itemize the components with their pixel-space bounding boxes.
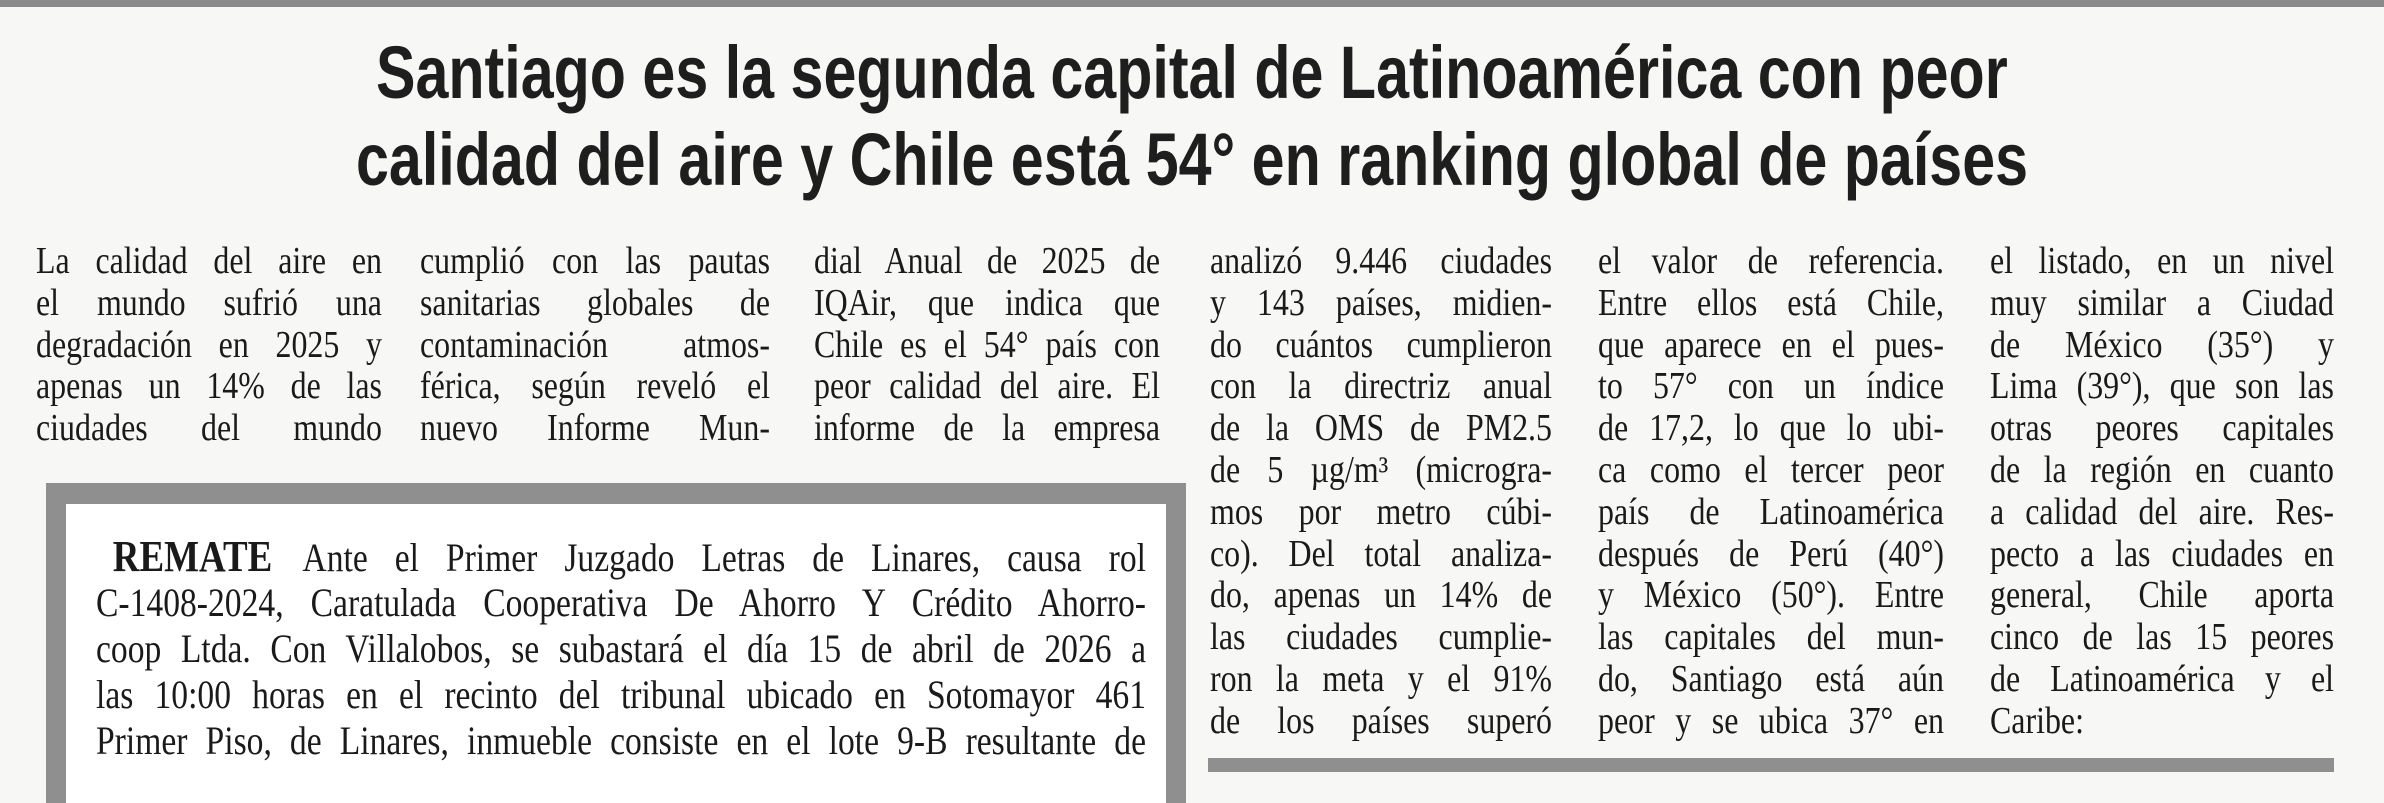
article-line: general, Chile aporta — [1990, 574, 2334, 617]
article-line: pecto a las ciudades en — [1990, 532, 2334, 575]
article-line: do, Santiago está aún — [1598, 657, 1944, 700]
article-line: do, apenas un 14% de — [1210, 574, 1552, 617]
remate-text: REMATE Ante el Primer Juzgado Letras de … — [96, 534, 1346, 764]
article-line: Caribe: — [1990, 699, 2084, 742]
article-line: informe de la empresa — [814, 407, 1160, 450]
article-line: país de Latinoamérica — [1598, 490, 1944, 533]
article-column-4: analizó 9.446 ciudades y 143 países, midi… — [1210, 240, 1617, 743]
article-line: a calidad del aire. Res- — [1990, 490, 2334, 533]
article-line: que aparece en el pues- — [1598, 323, 1944, 366]
remate-line: Primer Piso, de Linares, inmueble consis… — [96, 718, 1146, 763]
article-line: contaminación atmos- — [420, 323, 770, 366]
article-column-1: La calidad del aire en el mundo sufrió un… — [36, 240, 448, 450]
article-line: de 17,2, lo que lo ubi- — [1598, 407, 1944, 450]
article-line: ciudades del mundo — [36, 407, 382, 450]
article-line: de los países superó — [1210, 699, 1552, 742]
article-line: de la OMS de PM2.5 — [1210, 407, 1552, 450]
article-line: las capitales del mun- — [1598, 616, 1944, 659]
article-line: peor calidad del aire. El — [814, 365, 1160, 408]
article-column-6: el listado, en un nivel muy similar a Ciu… — [1990, 240, 2384, 743]
article-line: el mundo sufrió una — [36, 281, 382, 324]
article-line: de Latinoamérica y el — [1990, 657, 2334, 700]
article-line: analizó 9.446 ciudades — [1210, 240, 1552, 282]
remate-line: coop Ltda. Con Villalobos, se subastará … — [96, 626, 1146, 671]
remate-label: REMATE — [112, 532, 273, 581]
headline-line-1: Santiago es la segunda capital de Latino… — [376, 31, 2008, 114]
article-line: nuevo Informe Mun- — [420, 407, 770, 450]
article-column-3: dial Anual de 2025 de IQAir, que indica q… — [814, 240, 1226, 450]
article-line: y México (50°). Entre — [1598, 574, 1944, 617]
article-line: muy similar a Ciudad — [1990, 281, 2334, 324]
article-line: de 5 µg/m³ (microgra- — [1210, 448, 1552, 491]
article-line: ron la meta y el 91% — [1210, 657, 1552, 700]
top-rule — [0, 0, 2384, 7]
article-line: el listado, en un nivel — [1990, 240, 2334, 282]
article-column-2: cumplió con las pautas sanitarias globale… — [420, 240, 837, 450]
article-line: Lima (39°), que son las — [1990, 365, 2334, 408]
article-line: ca como el tercer peor — [1598, 448, 1944, 491]
article-line: con la directriz anual — [1210, 365, 1552, 408]
headline-line-2: calidad del aire y Chile está 54° en ran… — [355, 118, 2029, 201]
article-line: Entre ellos está Chile, — [1598, 281, 1944, 324]
article-line: to 57° con un índice — [1598, 365, 1944, 408]
article-line: dial Anual de 2025 de — [814, 240, 1160, 282]
article-line: cinco de las 15 peores — [1990, 616, 2334, 659]
article-line: apenas un 14% de las — [36, 365, 382, 408]
bottom-rule — [1208, 758, 2334, 772]
remate-line: las 10:00 horas en el recinto del tribun… — [96, 672, 1146, 717]
article-line: sanitarias globales de — [420, 281, 770, 324]
article-line: el valor de referencia. — [1598, 240, 1944, 282]
article-line: las ciudades cumplie- — [1210, 616, 1552, 659]
remate-notice: REMATE Ante el Primer Juzgado Letras de … — [46, 483, 1186, 803]
article-line: peor y se ubica 37° en — [1598, 699, 1944, 742]
article-line: Chile es el 54° país con — [814, 323, 1160, 366]
article-column-5: el valor de referencia. Entre ellos está … — [1598, 240, 2010, 743]
article-line: de México (35°) y — [1990, 323, 2334, 366]
article-line: do cuántos cumplieron — [1210, 323, 1552, 366]
article-line: mos por metro cúbi- — [1210, 490, 1552, 533]
article-line: otras peores capitales — [1990, 407, 2334, 450]
article-line: IQAir, que indica que — [814, 281, 1160, 324]
article-line: de la región en cuanto — [1990, 448, 2334, 491]
article-line: después de Perú (40°) — [1598, 532, 1944, 575]
article-line: co). Del total analiza- — [1210, 532, 1552, 575]
remate-line: C-1408-2024, Caratulada Cooperativa De A… — [96, 580, 1146, 625]
article-line: La calidad del aire en — [36, 240, 382, 282]
article-line: degradación en 2025 y — [36, 323, 382, 366]
remate-line: REMATE Ante el Primer Juzgado Letras de … — [112, 532, 1146, 581]
article-line: férica, según reveló el — [420, 365, 770, 408]
article-line: cumplió con las pautas — [420, 240, 770, 282]
article-line: y 143 países, midien- — [1210, 281, 1552, 324]
